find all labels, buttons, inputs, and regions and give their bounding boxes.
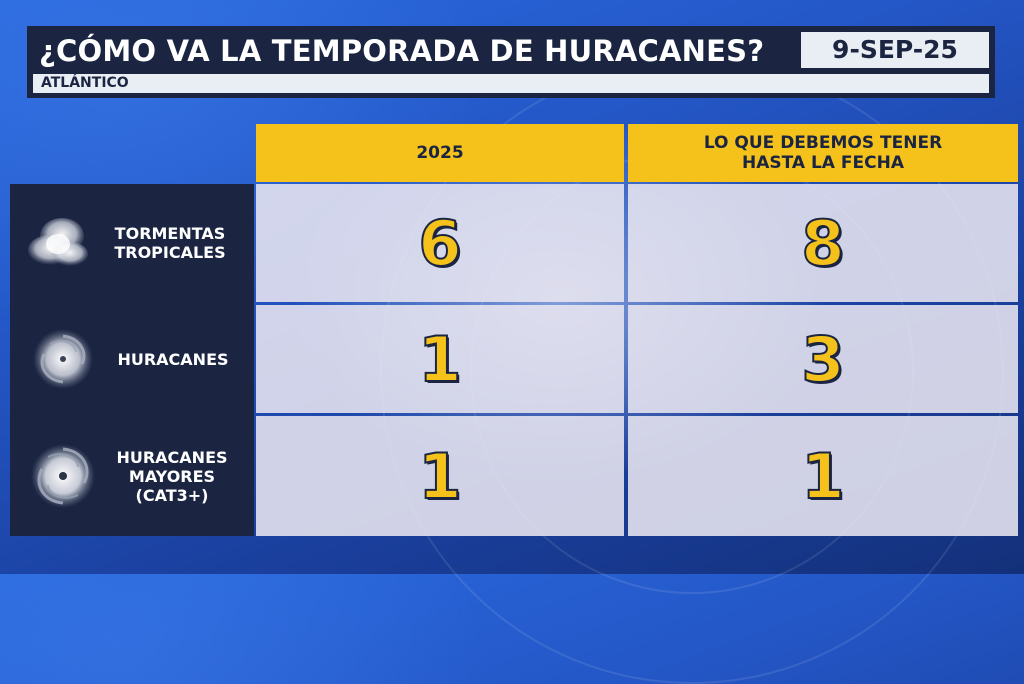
column-header-expected: LO QUE DEBEMOS TENER HASTA LA FECHA [628,124,1018,182]
column-header-line: LO QUE DEBEMOS TENER [703,133,943,153]
row-label-line: TORMENTAS [114,224,226,243]
row-label-line: (CAT3+) [135,485,209,505]
row-label-text: TORMENTAS TROPICALES [100,224,240,262]
hurricane-satellite-icon [30,326,96,392]
value-number: 1 [417,322,462,397]
value-number: 6 [417,206,462,281]
cell-major-hurricanes-expected: 1 [628,416,1018,536]
cell-tropical-storms-2025: 6 [256,184,624,302]
cell-hurricanes-2025: 1 [256,305,624,413]
value-number: 1 [800,439,845,514]
row-label-text: HURACANES [106,350,240,369]
region-subtitle: ATLÁNTICO [33,74,989,93]
row-label-major-hurricanes: HURACANES MAYORES (CAT3+) [10,416,254,536]
row-label-line: HURACANES [116,447,228,467]
major-hurricane-satellite-icon [28,441,98,511]
column-header-line: HASTA LA FECHA [742,153,904,173]
row-label-hurricanes: HURACANES [10,304,254,414]
row-label-line: HURACANES [117,349,229,369]
row-label-line: MAYORES [128,466,216,486]
value-number: 3 [800,322,845,397]
cell-hurricanes-expected: 3 [628,305,1018,413]
row-label-tropical-storms: TORMENTAS TROPICALES [10,184,254,302]
value-number: 8 [800,206,845,281]
column-header-line: 2025 [416,143,464,163]
row-label-text: HURACANES MAYORES (CAT3+) [104,448,240,505]
header-bar: ¿CÓMO VA LA TEMPORADA DE HURACANES? 9-SE… [27,26,995,98]
column-header-2025: 2025 [256,124,624,182]
row-label-line: TROPICALES [114,243,226,262]
value-number: 1 [417,439,462,514]
cell-tropical-storms-expected: 8 [628,184,1018,302]
page-title: ¿CÓMO VA LA TEMPORADA DE HURACANES? [39,34,765,68]
date-badge: 9-SEP-25 [801,32,989,68]
row-labels-panel: TORMENTAS TROPICALES HU [10,184,254,536]
cell-major-hurricanes-2025: 1 [256,416,624,536]
tropical-storm-satellite-icon [22,206,96,280]
